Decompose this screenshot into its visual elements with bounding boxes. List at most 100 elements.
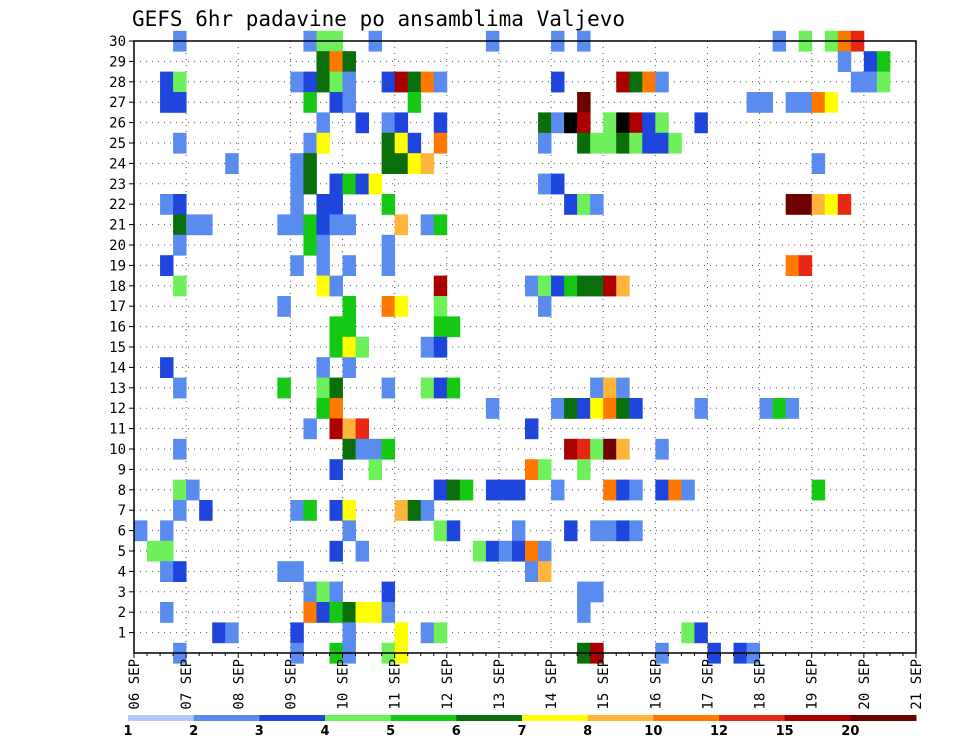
heatmap-cell — [694, 622, 708, 644]
heatmap-cell — [407, 500, 422, 521]
heatmap-cell — [316, 357, 330, 378]
heatmap-cell — [342, 418, 356, 440]
heatmap-cell — [303, 173, 317, 195]
heatmap-cell — [173, 194, 187, 215]
heatmap-cell — [629, 479, 643, 501]
heatmap-cell — [342, 214, 356, 236]
heatmap-cell — [407, 153, 422, 174]
x-tick-label: 07 SEP — [179, 659, 195, 710]
heatmap-cell — [342, 602, 356, 623]
heatmap-cell — [668, 132, 682, 154]
heatmap-cell — [277, 296, 291, 317]
colorbar-swatch — [390, 715, 457, 721]
heatmap-cell — [811, 479, 826, 501]
heatmap-cell — [511, 479, 526, 501]
heatmap-cell — [277, 214, 291, 236]
heatmap-cell — [564, 398, 578, 419]
heatmap-cell — [433, 479, 448, 501]
heatmap-cell — [655, 112, 669, 134]
heatmap-cell — [629, 132, 643, 154]
colorbar-swatch — [850, 715, 917, 721]
heatmap-cell — [603, 438, 617, 460]
heatmap-cell — [394, 500, 409, 521]
heatmap-cell — [160, 194, 174, 215]
heatmap-cell — [433, 377, 448, 399]
heatmap-cell — [824, 194, 839, 215]
heatmap-cell — [329, 500, 343, 521]
heatmap-cell — [420, 377, 435, 399]
x-tick-label: 18 SEP — [753, 659, 769, 710]
y-tick-label: 21 — [109, 218, 126, 234]
x-tick-label: 14 SEP — [544, 659, 560, 710]
heatmap-cell — [564, 520, 578, 542]
heatmap-cell — [538, 112, 552, 134]
heatmap-cell — [225, 153, 239, 174]
heatmap-cell — [329, 602, 343, 623]
heatmap-cell — [577, 132, 591, 154]
heatmap-cell — [316, 51, 330, 72]
heatmap-cell — [577, 194, 591, 215]
heatmap-cell — [498, 540, 513, 562]
y-tick-label: 3 — [118, 585, 126, 601]
heatmap-cell — [642, 132, 656, 154]
y-tick-label: 20 — [109, 238, 126, 254]
heatmap-cell — [303, 234, 317, 256]
heatmap-cell — [381, 112, 396, 134]
heatmap-cell — [355, 173, 369, 195]
heatmap-cell — [381, 581, 396, 603]
heatmap-cell — [485, 479, 500, 501]
heatmap-cell — [342, 71, 356, 93]
heatmap-cell — [329, 214, 343, 236]
heatmap-cell — [342, 520, 356, 542]
heatmap-cell — [577, 581, 591, 603]
heatmap-cell — [160, 255, 174, 276]
heatmap-cell — [303, 418, 317, 440]
heatmap-cell — [173, 132, 187, 154]
heatmap-cell — [798, 194, 813, 215]
heatmap-cell — [303, 153, 317, 174]
heatmap-cell — [577, 92, 591, 113]
x-tick-label: 09 SEP — [283, 659, 299, 710]
heatmap-cell — [811, 153, 826, 174]
heatmap-cell — [629, 520, 643, 542]
heatmap-cell — [433, 214, 448, 236]
x-tick-label: 11 SEP — [388, 659, 404, 710]
heatmap-cell — [303, 602, 317, 623]
heatmap-cell — [485, 540, 500, 562]
heatmap-cell — [538, 459, 552, 480]
heatmap-cell — [342, 92, 356, 113]
heatmap-cell — [577, 602, 591, 623]
heatmap-cell — [303, 92, 317, 113]
heatmap-cell — [420, 622, 435, 644]
heatmap-cell — [277, 377, 291, 399]
heatmap-cell — [199, 214, 213, 236]
heatmap-cell — [407, 71, 422, 93]
heatmap-cell — [290, 561, 304, 582]
heatmap-cell — [863, 71, 878, 93]
heatmap-cell — [498, 479, 513, 501]
heatmap-cell — [811, 92, 826, 113]
heatmap-cell — [368, 173, 383, 195]
heatmap-cell — [355, 336, 369, 358]
x-tick-label: 17 SEP — [700, 659, 716, 710]
colorbar-swatch — [193, 715, 260, 721]
chart-title: GEFS 6hr padavine po ansamblima Valjevo — [132, 7, 625, 31]
heatmap-cell — [329, 194, 343, 215]
heatmap-cell — [303, 214, 317, 236]
y-tick-label: 29 — [109, 54, 126, 70]
heatmap-cell — [355, 438, 369, 460]
heatmap-cell — [538, 275, 552, 297]
heatmap-cell — [316, 255, 330, 276]
y-tick-label: 19 — [109, 258, 126, 274]
colorbar-label: 3 — [255, 724, 264, 739]
heatmap-cell — [538, 132, 552, 154]
heatmap-cell — [160, 92, 174, 113]
heatmap-cell — [420, 214, 435, 236]
heatmap-cell — [564, 438, 578, 460]
x-tick-label: 21 SEP — [909, 659, 925, 710]
heatmap-cell — [316, 398, 330, 419]
heatmap-cell — [485, 398, 500, 419]
heatmap-cell — [629, 398, 643, 419]
colorbar-label: 15 — [776, 724, 794, 739]
